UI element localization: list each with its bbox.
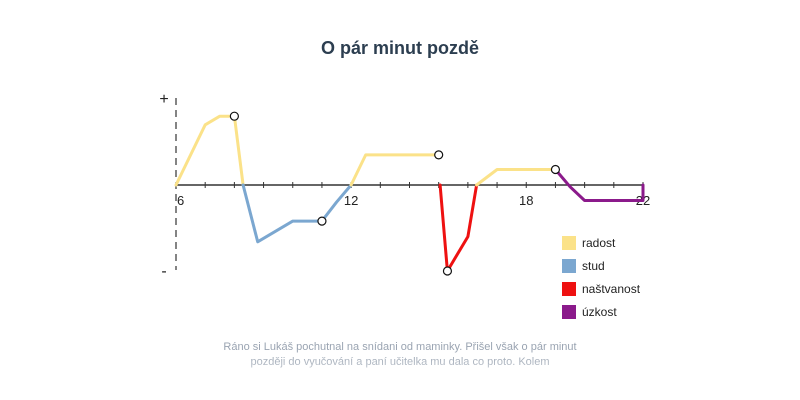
series-line-nastvanost: [438, 183, 479, 273]
series-line-stud: [241, 183, 353, 244]
data-point-marker: [229, 111, 239, 121]
legend-label-nastvanost: naštvanost: [582, 282, 641, 296]
y-negative-label: -: [161, 263, 166, 280]
series-line-uzkost: [553, 168, 645, 202]
series-line-radost: [475, 168, 557, 187]
legend-swatch-stud: [562, 259, 576, 273]
story-fade-overlay: [200, 352, 600, 400]
legend: radost stud naštvanost úzkost: [562, 236, 641, 319]
y-positive-label: +: [159, 91, 168, 108]
legend-swatch-radost: [562, 236, 576, 250]
series-line-radost: [349, 153, 441, 187]
markers-layer: [229, 111, 561, 276]
x-tick-label: 6: [177, 193, 184, 208]
legend-label-radost: radost: [582, 236, 616, 250]
legend-swatch-nastvanost: [562, 282, 576, 296]
legend-label-uzkost: úzkost: [582, 305, 617, 319]
data-point-marker: [434, 150, 444, 160]
chart-title: O pár minut pozdě: [320, 38, 479, 58]
legend-swatch-uzkost: [562, 305, 576, 319]
series-line-radost: [174, 114, 245, 187]
series-layer: [174, 114, 645, 273]
data-point-marker: [317, 216, 327, 226]
data-point-marker: [550, 164, 561, 175]
x-tick-label: 18: [519, 193, 533, 208]
x-tick-label: 12: [344, 193, 358, 208]
legend-label-stud: stud: [582, 259, 605, 273]
data-point-marker: [442, 266, 453, 276]
